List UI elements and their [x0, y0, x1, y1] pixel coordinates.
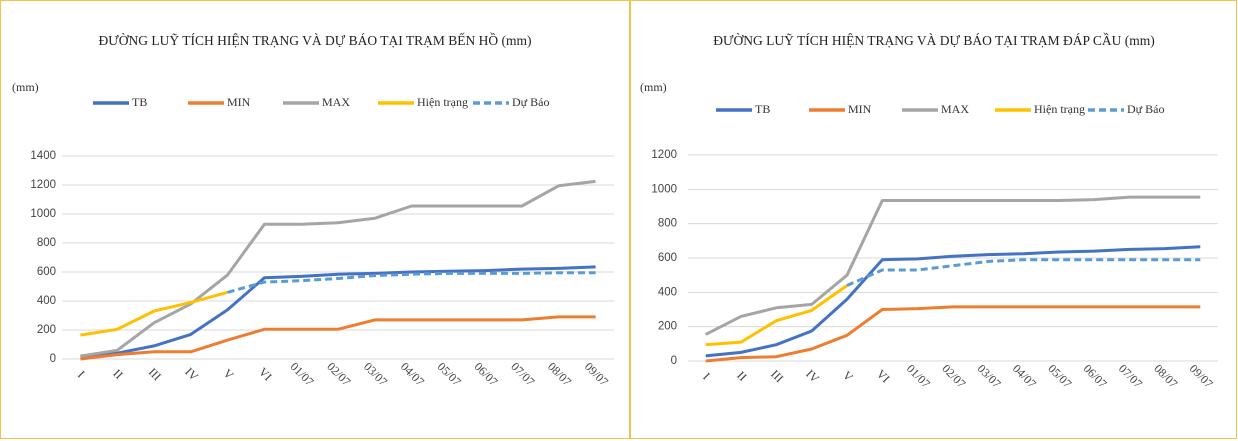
legend-label: TB: [132, 95, 147, 109]
y-tick-label: 1400: [30, 150, 56, 162]
legend-label: MAX: [322, 95, 350, 109]
x-tick-label: 07/07: [508, 359, 537, 388]
x-tick-label: VI: [256, 365, 275, 384]
y-tick-label: 400: [37, 295, 56, 307]
x-tick-label: 01/07: [287, 359, 316, 388]
series-line: [80, 290, 228, 337]
y-tick-label: 800: [37, 237, 56, 249]
series-line: [705, 284, 848, 347]
legend-label: Hiện trạng: [417, 95, 468, 109]
series-line: [80, 265, 596, 358]
series-line: [227, 271, 596, 294]
x-tick-label: 07/07: [1116, 361, 1145, 390]
y-tick-label: 0: [50, 353, 56, 365]
x-tick-label: I: [700, 370, 713, 383]
y-axis-label: (mm): [12, 80, 39, 94]
x-tick-label: 06/07: [471, 359, 500, 388]
y-tick-label: 400: [658, 286, 677, 298]
x-tick-label: 01/07: [904, 361, 933, 390]
x-tick-label: 03/07: [361, 359, 390, 388]
x-tick-label: 02/07: [324, 359, 353, 388]
x-tick-label: IV: [803, 367, 822, 386]
y-tick-label: 1000: [30, 208, 56, 220]
x-tick-label: VI: [874, 367, 893, 386]
y-tick-label: 600: [37, 266, 56, 278]
y-tick-label: 800: [658, 218, 677, 230]
legend-label: MAX: [941, 102, 969, 116]
x-tick-label: II: [734, 368, 750, 384]
x-tick-label: 08/07: [545, 359, 574, 388]
legend-label: Dự Báo: [1127, 102, 1165, 116]
x-tick-label: 09/07: [582, 359, 611, 388]
x-tick-label: I: [75, 368, 88, 381]
series-line: [80, 179, 596, 358]
chart-title: ĐƯỜNG LUỸ TÍCH HIỆN TRẠNG VÀ DỰ BÁO TẠI …: [713, 33, 1154, 48]
x-tick-label: 09/07: [1187, 361, 1216, 390]
x-tick-label: 04/07: [398, 359, 427, 388]
series-line: [705, 245, 1201, 358]
legend-label: MIN: [227, 95, 251, 109]
x-tick-label: 02/07: [939, 361, 968, 390]
y-axis-label: (mm): [640, 80, 667, 94]
x-tick-label: 05/07: [1045, 361, 1074, 390]
y-tick-label: 1200: [651, 149, 677, 161]
y-tick-label: 200: [37, 324, 56, 336]
y-tick-label: 0: [671, 355, 677, 367]
series-line: [705, 195, 1201, 336]
series-line: [846, 258, 1201, 287]
panel-border: [630, 0, 1237, 439]
series-line: [705, 305, 1201, 363]
chart-title: ĐƯỜNG LUỸ TÍCH HIỆN TRẠNG VÀ DỰ BÁO TẠI …: [99, 33, 532, 48]
y-tick-label: 200: [658, 321, 677, 333]
y-tick-label: 1000: [651, 183, 677, 195]
x-tick-label: 05/07: [435, 359, 464, 388]
legend-label: MIN: [848, 102, 872, 116]
y-tick-label: 1200: [30, 179, 56, 191]
legend-label: TB: [755, 102, 770, 116]
x-tick-label: 04/07: [1010, 361, 1039, 390]
x-tick-label: 03/07: [975, 361, 1004, 390]
legend-label: Hiện trạng: [1034, 102, 1085, 116]
panel-border: [0, 0, 630, 439]
series-line: [80, 315, 596, 361]
x-tick-label: 08/07: [1151, 361, 1180, 390]
x-tick-label: II: [110, 366, 126, 382]
x-tick-label: IV: [182, 365, 201, 384]
x-tick-label: V: [840, 368, 856, 384]
x-tick-label: III: [146, 365, 164, 383]
y-tick-label: 600: [658, 252, 677, 264]
x-tick-label: V: [220, 366, 236, 382]
legend-label: Dự Báo: [512, 95, 550, 109]
x-tick-label: 06/07: [1081, 361, 1110, 390]
x-tick-label: III: [768, 367, 786, 385]
